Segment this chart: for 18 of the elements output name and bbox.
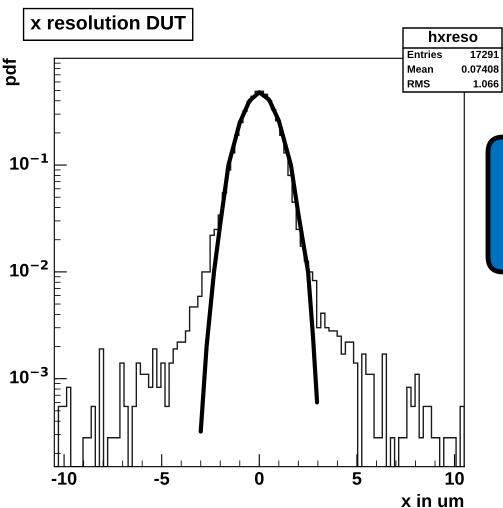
y-axis-title: pdf (2, 58, 20, 86)
x-tick-label: 0 (254, 472, 264, 485)
annotation: RMS (408, 80, 430, 88)
x-tick-label: -10 (52, 472, 76, 485)
y-tick-label: 10$^{−1}$ (10, 153, 48, 170)
text: hxreso (429, 30, 478, 42)
chart-title: x resolution DUT (30, 15, 186, 30)
x-tick-label: 5 (352, 472, 362, 485)
y-tick-label: 10$^{−3}$ (10, 366, 48, 384)
text: 1.066 (474, 80, 499, 88)
text: Entries (408, 50, 442, 58)
annotation: Mean (408, 66, 434, 73)
x-axis-title: x in um (401, 494, 464, 508)
y-tick-label: 10$^{−2}$ (10, 260, 48, 277)
text: 17291 (470, 50, 499, 58)
x-tick-label: 10 (446, 472, 464, 485)
annotation: 0.07408 (462, 65, 499, 73)
x-tick-label: -5 (154, 472, 170, 485)
